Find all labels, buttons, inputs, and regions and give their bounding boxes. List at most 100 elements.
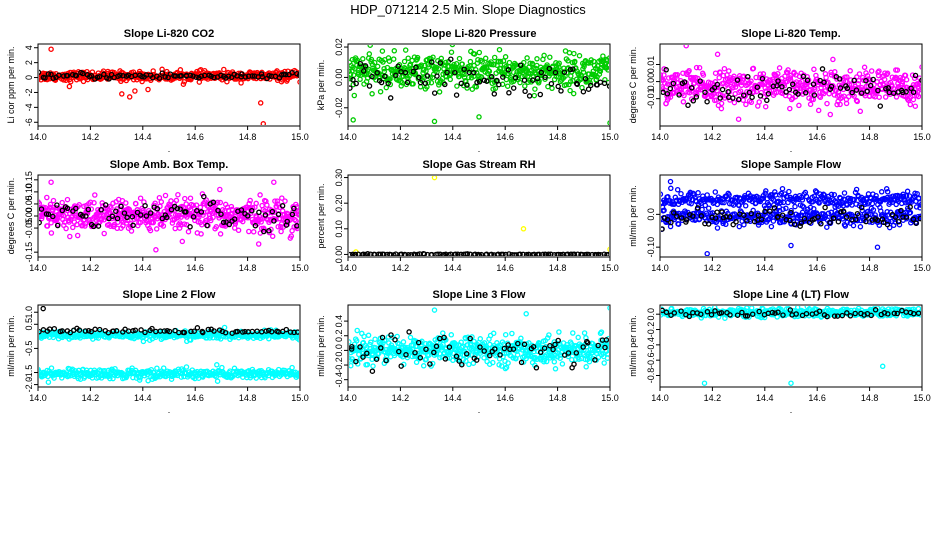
- point-selected: [459, 361, 465, 368]
- point-all: [575, 334, 581, 341]
- point-all-upper: [187, 337, 194, 343]
- point-all: [448, 49, 455, 55]
- point-selected: [448, 56, 454, 62]
- point-all: [44, 223, 51, 229]
- point-all: [549, 85, 555, 92]
- point-selected: [222, 329, 229, 336]
- point-all: [919, 64, 921, 70]
- point-selected: [522, 88, 528, 95]
- outlier-point: [132, 88, 138, 94]
- outlier-point: [66, 83, 73, 90]
- point-all: [39, 212, 42, 219]
- point-all: [544, 335, 551, 341]
- point-all: [275, 223, 281, 230]
- plot-frame: [659, 304, 923, 388]
- y-tick-label: 0.0: [646, 208, 656, 221]
- point-selected: [870, 76, 876, 83]
- panel-3: Slope Li-820 Temp.14.0 14.2 14.4 14.6 14.8 15…: [628, 28, 931, 154]
- x-tick-label: 14.0: [339, 393, 357, 403]
- point-all: [868, 68, 875, 74]
- point-selected: [877, 103, 884, 109]
- outlier-point: [257, 100, 264, 106]
- x-tick-label: 14.0: [651, 132, 669, 142]
- point-selected: [512, 74, 519, 81]
- point-all-upper: [904, 188, 911, 195]
- x-axis-label: .: [168, 144, 171, 154]
- x-tick-label: 14.2: [704, 132, 722, 142]
- point-selected: [488, 74, 495, 80]
- point-all: [509, 330, 515, 337]
- point-selected: [162, 74, 168, 80]
- point-selected: [534, 75, 541, 82]
- x-tick-label: 14.4: [134, 132, 152, 142]
- point-all: [686, 67, 692, 74]
- point-all: [354, 327, 360, 334]
- point-all: [368, 339, 374, 345]
- point-selected: [395, 63, 401, 69]
- point-selected: [441, 334, 447, 341]
- outlier-point: [260, 121, 267, 125]
- point-all: [464, 85, 470, 91]
- point-all-lower: [869, 219, 875, 226]
- point-selected: [362, 63, 369, 69]
- point-all: [902, 72, 909, 79]
- point-all: [250, 229, 257, 235]
- point-selected: [296, 72, 299, 78]
- point-all: [680, 99, 687, 105]
- point-selected: [396, 348, 402, 355]
- y-axis-label: ml/min per min.: [628, 315, 638, 377]
- point-all: [172, 225, 178, 232]
- point-all: [861, 64, 868, 71]
- point-selected: [95, 223, 102, 229]
- point-selected: [779, 212, 786, 218]
- point-all: [253, 200, 259, 207]
- data-points: [39, 306, 299, 385]
- point-all: [606, 55, 609, 61]
- point-selected: [774, 82, 780, 89]
- x-tick-label: 14.4: [134, 263, 152, 273]
- point-selected: [405, 251, 412, 256]
- point-all: [456, 73, 463, 80]
- point-selected: [676, 92, 682, 98]
- point-all-upper: [792, 203, 798, 210]
- point-all: [696, 64, 703, 71]
- point-selected: [39, 69, 42, 76]
- point-all-lower: [675, 221, 682, 227]
- y-tick-label: 0.02: [334, 38, 344, 56]
- x-tick-label: 14.6: [186, 263, 204, 273]
- outlier-point: [126, 94, 133, 100]
- y-tick-label: 1.0: [24, 306, 34, 319]
- point-all: [496, 362, 502, 368]
- point-selected: [279, 203, 286, 209]
- point-selected: [661, 226, 665, 232]
- point-selected: [917, 215, 921, 222]
- point-all: [541, 52, 547, 59]
- y-tick-label: -0.6: [646, 352, 656, 368]
- y-axis-label: ml/min per min.: [628, 185, 638, 247]
- point-all: [407, 334, 414, 341]
- point-selected: [515, 340, 521, 347]
- point-all: [294, 225, 299, 232]
- point-all: [405, 55, 411, 61]
- point-all: [598, 329, 605, 335]
- point-all: [881, 76, 888, 83]
- x-tick-label: 14.6: [496, 263, 514, 273]
- point-all: [379, 48, 386, 54]
- point-selected: [492, 346, 498, 352]
- point-selected: [204, 222, 210, 229]
- point-all-upper: [726, 192, 732, 198]
- point-selected: [759, 75, 766, 82]
- point-selected: [908, 85, 914, 92]
- outlier-point: [48, 179, 54, 185]
- y-tick-label: 0.01: [646, 56, 656, 74]
- plot-frame: [347, 43, 611, 127]
- point-selected: [114, 215, 121, 222]
- x-tick-label: 14.8: [861, 263, 879, 273]
- point-selected: [216, 327, 223, 333]
- outlier-point: [153, 247, 159, 253]
- point-selected: [252, 222, 259, 229]
- point-selected: [811, 92, 818, 98]
- point-all: [606, 339, 609, 346]
- plot-frame: [37, 304, 301, 388]
